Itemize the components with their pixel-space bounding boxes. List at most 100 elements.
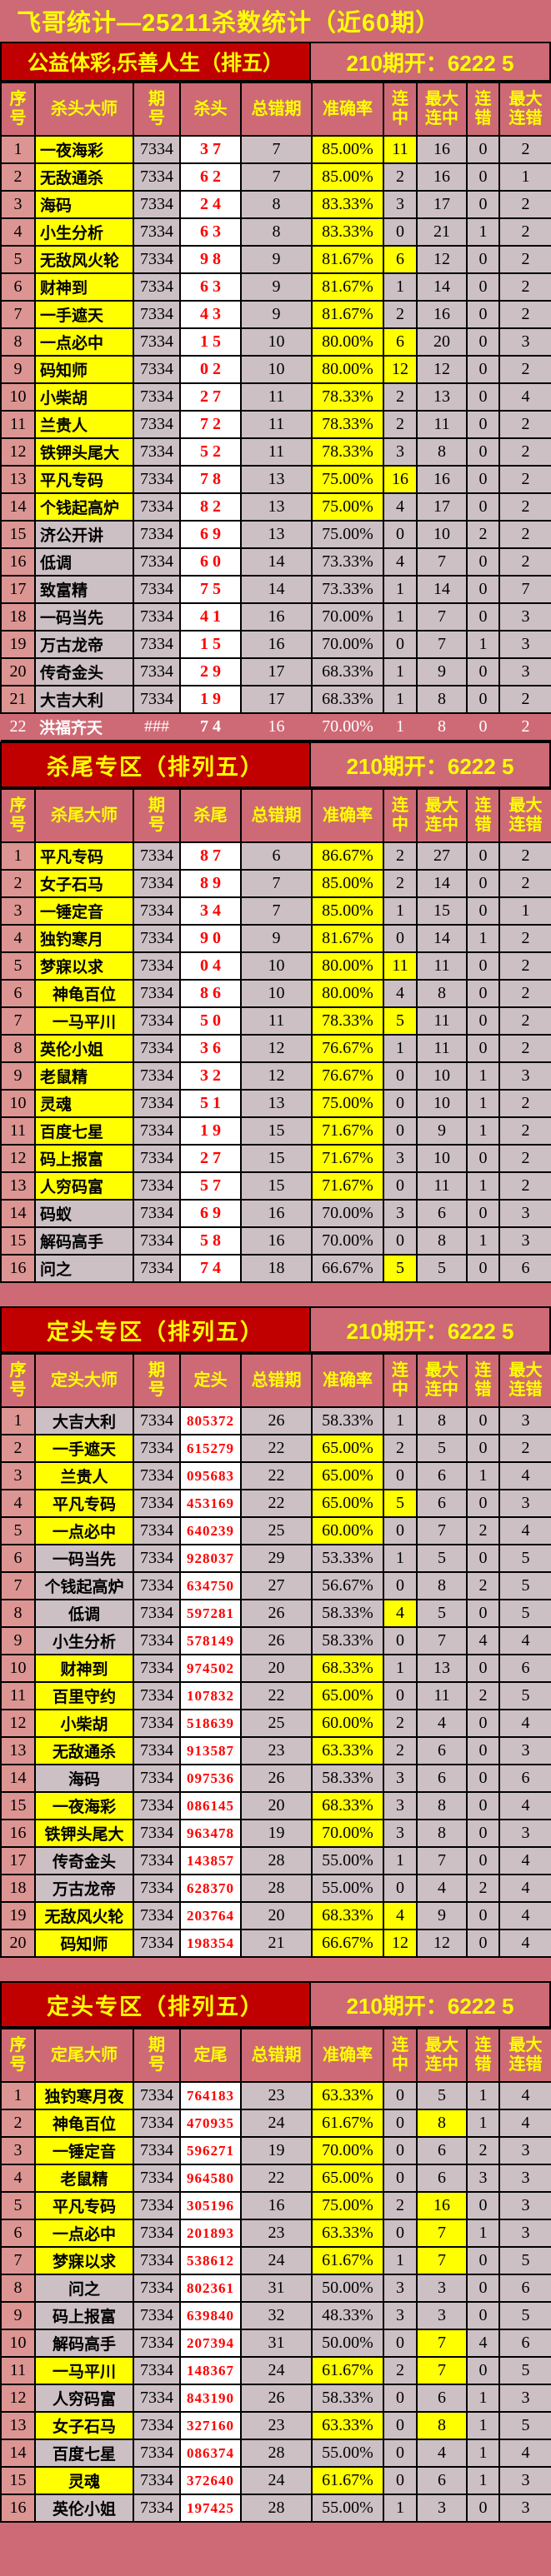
cell-max-streak-miss: 3 <box>498 1489 551 1518</box>
cell-period: 7334 <box>133 2081 181 2110</box>
table-row: 13 人穷码富 7334 5 7 15 71.67% 0 11 1 2 <box>0 1171 551 1201</box>
cell-period: 7334 <box>133 1901 181 1930</box>
cell-streak-miss: 1 <box>466 1171 500 1201</box>
cell-total-errors: 26 <box>240 1599 313 1628</box>
cell-max-streak-miss: 2 <box>498 869 551 898</box>
cell-period: 7334 <box>133 492 181 522</box>
cell-period: 7334 <box>133 520 181 549</box>
table-row: 6 一码当先 7334 928037 29 53.33% 1 5 0 5 <box>0 1544 551 1573</box>
table-row: 2 无敌通杀 7334 6 2 7 85.00% 2 16 0 1 <box>0 162 551 192</box>
cell-kill-numbers: 3 6 <box>179 1034 242 1063</box>
cell-streak-hit: 2 <box>383 2356 418 2385</box>
cell-total-errors: 16 <box>240 1226 313 1256</box>
cell-kill-numbers: 2 7 <box>179 1144 242 1173</box>
cell-streak-hit: 16 <box>383 465 418 494</box>
cell-max-streak-miss: 5 <box>498 1544 551 1573</box>
col-accuracy: 准确率 <box>311 82 384 137</box>
cell-max-streak-hit: 6 <box>416 2466 468 2495</box>
cell-streak-miss: 0 <box>466 2246 500 2275</box>
cell-streak-hit: 1 <box>383 712 417 741</box>
cell-max-streak-miss: 2 <box>498 355 551 384</box>
cell-streak-hit: 11 <box>383 951 418 981</box>
cell-streak-hit: 0 <box>383 2081 418 2110</box>
cell-serial: 2 <box>0 162 36 192</box>
cell-period: 7334 <box>133 1461 181 1490</box>
col-streak-miss: 连 错 <box>466 82 500 137</box>
cell-streak-hit: 0 <box>383 2329 418 2358</box>
cell-total-errors: 22 <box>240 1434 313 1463</box>
cell-accuracy: 70.00% <box>311 1226 384 1256</box>
cell-serial: 5 <box>0 1516 36 1545</box>
col-master: 杀尾大师 <box>34 788 134 843</box>
cell-total-errors: 9 <box>240 924 313 953</box>
table-row: 11 百里守约 7334 107832 22 65.00% 0 11 2 5 <box>0 1681 551 1710</box>
col-streak-hit: 连 中 <box>383 82 418 137</box>
table-row: 6 财神到 7334 6 3 9 81.67% 1 14 0 2 <box>0 272 551 302</box>
cell-serial: 11 <box>0 1681 36 1710</box>
cell-serial: 19 <box>0 1901 36 1930</box>
table-row: 8 一点必中 7334 1 5 10 80.00% 6 20 0 3 <box>0 327 551 357</box>
cell-max-streak-hit: 4 <box>416 1874 468 1903</box>
cell-streak-hit: 2 <box>383 869 418 898</box>
cell-total-errors: 23 <box>240 1736 313 1765</box>
cell-streak-miss: 1 <box>466 2219 500 2248</box>
cell-max-streak-miss: 6 <box>498 2329 551 2358</box>
table-row: 7 一马平川 7334 5 0 11 78.33% 5 11 0 2 <box>0 1006 551 1036</box>
cell-kill-numbers: 9 0 <box>179 924 242 953</box>
cell-serial: 9 <box>0 1061 36 1091</box>
cell-total-errors: 29 <box>240 1544 313 1573</box>
cell-max-streak-hit: 7 <box>416 1626 468 1655</box>
cell-streak-miss: 0 <box>466 355 500 384</box>
table-row: 1 一夜海彩 7334 3 7 7 85.00% 11 16 0 2 <box>0 135 551 164</box>
cell-kill-numbers: 095683 <box>179 1461 242 1490</box>
cell-total-errors: 15 <box>240 1116 313 1146</box>
cell-accuracy: 70.00% <box>311 1199 384 1228</box>
cell-streak-hit: 2 <box>383 410 418 439</box>
cell-streak-hit: 0 <box>383 2439 418 2468</box>
cell-total-errors: 28 <box>240 2494 313 2523</box>
table-row: 21 大吉大利 7334 1 9 17 68.33% 1 8 0 2 <box>0 685 551 714</box>
col-streak-miss: 连 错 <box>466 788 500 843</box>
table-row: 4 独钓寒月 7334 9 0 9 81.67% 0 14 1 2 <box>0 924 551 953</box>
cell-streak-hit: 5 <box>383 1006 418 1036</box>
cell-accuracy: 53.33% <box>311 1544 384 1573</box>
cell-max-streak-miss: 2 <box>498 979 551 1008</box>
table-row: 8 问之 7334 802361 31 50.00% 3 3 0 6 <box>0 2274 551 2303</box>
cell-period: 7334 <box>133 300 181 329</box>
cell-master-name: 解码高手 <box>34 2329 134 2358</box>
cell-accuracy: 63.33% <box>311 1736 384 1765</box>
cell-streak-miss: 1 <box>466 630 500 659</box>
cell-kill-numbers: 2 4 <box>179 190 242 219</box>
cell-streak-hit: 3 <box>383 2274 418 2303</box>
table-row: 11 一马平川 7334 148367 24 61.67% 2 7 0 5 <box>0 2356 551 2385</box>
cell-kill-numbers: 1 9 <box>179 685 242 714</box>
table-row: 5 梦寐以求 7334 0 4 10 80.00% 11 11 0 2 <box>0 951 551 981</box>
cell-accuracy: 78.33% <box>311 382 384 412</box>
cell-max-streak-miss: 2 <box>498 245 551 274</box>
cell-max-streak-hit: 5 <box>416 1434 468 1463</box>
cell-max-streak-miss: 4 <box>498 2109 551 2138</box>
cell-master-name: 码知师 <box>34 355 134 384</box>
cell-serial: 12 <box>0 437 36 467</box>
cell-total-errors: 31 <box>240 2274 313 2303</box>
cell-serial: 11 <box>0 2356 36 2385</box>
cell-streak-hit: 0 <box>383 1461 418 1490</box>
cell-kill-numbers: 6 0 <box>179 547 242 577</box>
cell-total-errors: 14 <box>240 575 313 604</box>
cell-period: 7334 <box>133 1254 181 1283</box>
cell-max-streak-hit: 14 <box>416 869 468 898</box>
col-master: 定尾大师 <box>34 2028 134 2083</box>
cell-kill-numbers: 9 8 <box>179 245 242 274</box>
cell-accuracy: 75.00% <box>311 1089 384 1118</box>
cell-max-streak-hit: 3 <box>416 2301 468 2330</box>
cell-accuracy: 68.33% <box>311 685 384 714</box>
cell-total-errors: 23 <box>240 2219 313 2248</box>
cell-max-streak-hit: 27 <box>416 841 468 871</box>
cell-total-errors: 21 <box>240 1929 313 1958</box>
cell-kill-numbers: 148367 <box>179 2356 242 2385</box>
cell-master-name: 老鼠精 <box>34 2164 134 2193</box>
cell-max-streak-miss: 3 <box>498 602 551 632</box>
cell-kill-numbers: 1 5 <box>179 630 242 659</box>
cell-kill-numbers: 578149 <box>179 1626 242 1655</box>
cell-total-errors: 24 <box>240 2246 313 2275</box>
